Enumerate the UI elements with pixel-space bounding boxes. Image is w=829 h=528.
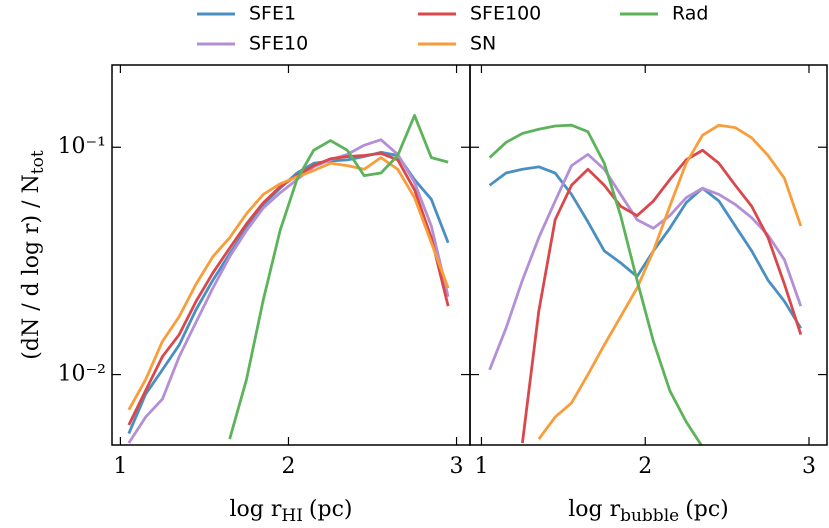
legend-label: SFE100 xyxy=(470,3,541,25)
plot-frame xyxy=(469,64,828,446)
x-label-unit: (pc) xyxy=(685,497,729,522)
y-tick-label: 10⁻¹ xyxy=(58,134,106,159)
legend-label: SN xyxy=(470,33,496,55)
x-axis-label: log rbubble (pc) xyxy=(568,497,729,526)
x-label-unit: (pc) xyxy=(309,497,353,522)
series-line xyxy=(127,151,450,426)
x-tick-label: 2 xyxy=(281,454,295,479)
x-label-sub: HI xyxy=(281,506,303,526)
plot-lines xyxy=(127,114,450,444)
series-line xyxy=(127,138,450,444)
y-label-main: (dN / d log r) / N xyxy=(19,174,44,360)
y-axis-label: (dN / d log r) / Ntot xyxy=(19,150,48,360)
series-line xyxy=(488,165,802,329)
y-tick-label: 10⁻² xyxy=(58,362,106,387)
legend-label: Rad xyxy=(672,3,709,25)
legend-label: SFE1 xyxy=(249,3,296,25)
x-tick-label: 3 xyxy=(802,454,816,479)
series-line xyxy=(537,123,803,440)
series-line xyxy=(127,156,450,411)
series-line xyxy=(488,153,803,371)
series-line xyxy=(127,150,450,435)
y-label-sub: tot xyxy=(28,150,48,174)
legend-label: SFE10 xyxy=(249,33,308,55)
x-tick-label: 3 xyxy=(450,454,464,479)
x-label-main: log r xyxy=(230,497,282,522)
x-label-sub: bubble xyxy=(620,506,679,526)
x-tick-label: 2 xyxy=(638,454,652,479)
plot-lines xyxy=(488,123,803,445)
x-tick-label: 1 xyxy=(113,454,127,479)
series-line xyxy=(521,148,803,444)
series-line xyxy=(228,114,449,440)
series-line xyxy=(488,123,703,445)
x-axis-label: log rHI (pc) xyxy=(230,497,353,526)
x-label-main: log r xyxy=(568,497,620,522)
x-tick-label: 1 xyxy=(474,454,488,479)
